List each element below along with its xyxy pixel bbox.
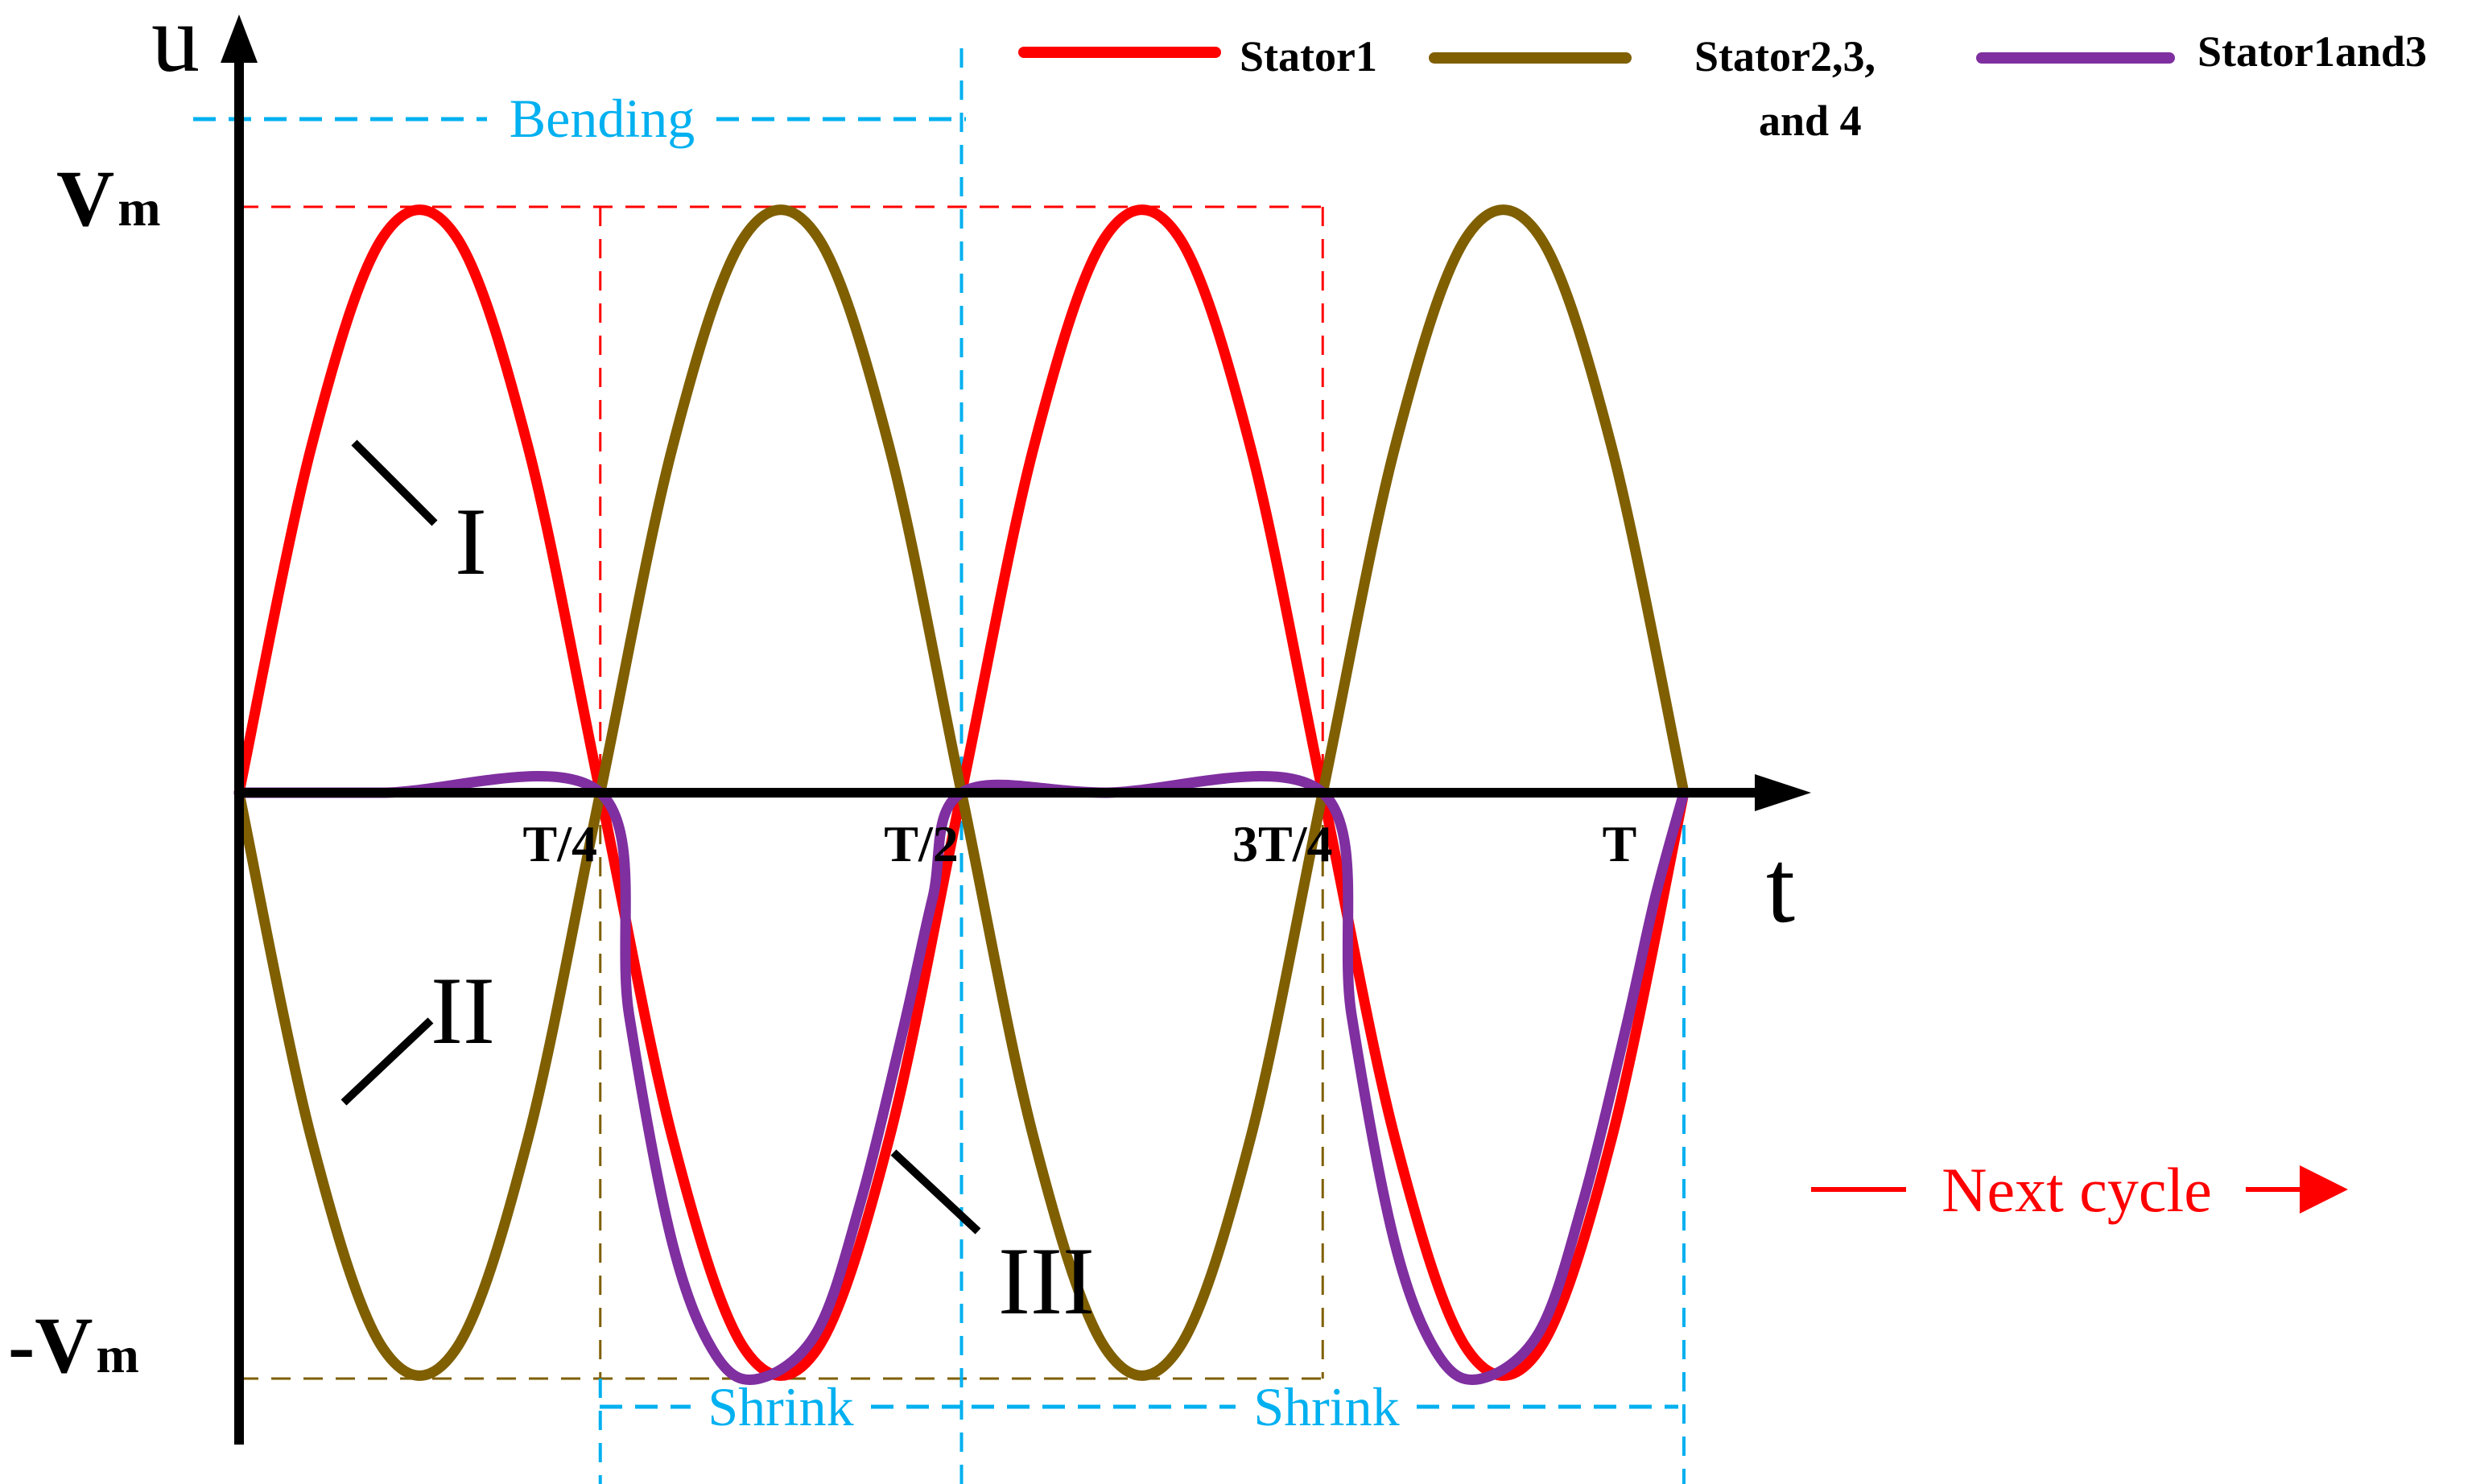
y-tick-top-main: V	[56, 154, 114, 243]
annotations: Bending Shrink Shrink Next cycle	[193, 88, 2348, 1437]
x-axis-arrow	[1755, 774, 1811, 811]
y-axis-arrow	[221, 14, 258, 63]
curve-label-II: II	[431, 957, 495, 1064]
x-tick-labels: T/4 T/2 3T/4 T	[523, 815, 1637, 872]
curve-label-III: III	[998, 1227, 1095, 1334]
legend-label-stator13: Stator1and3	[2197, 27, 2427, 76]
legend-label-stator234-line1: Stator2,3,	[1694, 32, 1875, 80]
guide-lines	[239, 48, 1686, 1484]
x-tick-label-1: T/2	[884, 815, 958, 872]
curve-label-III-leader	[890, 1149, 981, 1235]
curve-label-I-leader	[351, 439, 438, 526]
shrink-label-1: Shrink	[708, 1376, 853, 1437]
curve-labels: I II III	[340, 439, 1095, 1334]
axes: u t Vm -Vm	[8, 0, 1811, 1445]
legend-label-stator1: Stator1	[1240, 32, 1377, 80]
shrink-label-2: Shrink	[1253, 1376, 1399, 1437]
y-tick-bottom-main: -V	[8, 1301, 93, 1390]
x-tick-label-3: T	[1603, 815, 1637, 872]
next-cycle-label: Next cycle	[1941, 1155, 2212, 1225]
legend-label-stator234-line2: and 4	[1759, 97, 1862, 145]
x-axis-label: t	[1766, 829, 1795, 945]
y-tick-top-sub: m	[118, 179, 160, 237]
legend: Stator1 Stator2,3, and 4 Stator1and3	[1018, 27, 2427, 145]
y-axis-label: u	[151, 0, 200, 92]
bending-label: Bending	[510, 88, 695, 149]
y-tick-bottom-sub: m	[97, 1326, 139, 1383]
y-tick-bottom: -Vm	[8, 1301, 139, 1390]
y-tick-top: Vm	[56, 154, 161, 243]
curve-label-I: I	[455, 488, 487, 595]
x-tick-label-2: 3T/4	[1232, 815, 1332, 872]
curve-label-II-leader	[340, 1017, 434, 1106]
x-tick-label-0: T/4	[523, 815, 597, 872]
